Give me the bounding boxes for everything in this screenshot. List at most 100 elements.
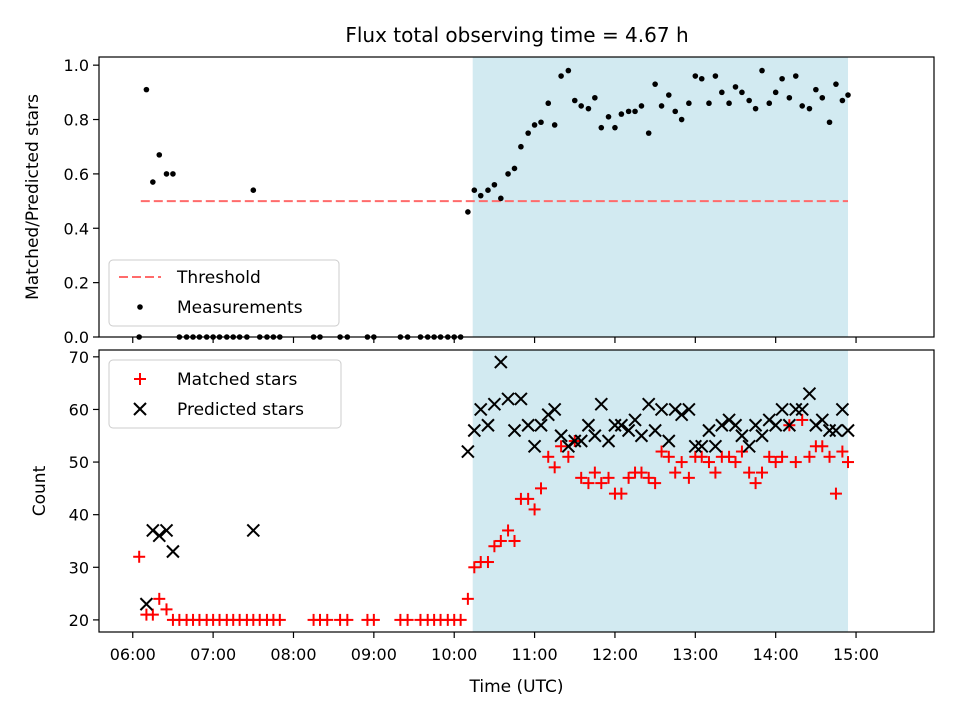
matched-star-point	[803, 450, 816, 463]
cross-stroke-b	[614, 418, 629, 432]
bottom-x-tick-label: 12:00	[592, 645, 638, 664]
predicted-star-point	[835, 402, 850, 417]
measurement-point	[746, 97, 752, 104]
threshold-legend-label: Threshold	[176, 268, 261, 288]
bottom-legend: Matched stars Predicted stars	[108, 359, 342, 429]
measurement-point	[706, 100, 712, 107]
matched-star-point	[562, 450, 575, 463]
matched-star-point	[756, 466, 769, 479]
matched-star-point	[669, 466, 682, 479]
matched-star-point	[823, 450, 836, 463]
predicted-star-point	[621, 423, 636, 438]
cross-stroke-b	[802, 386, 817, 401]
predicted-star-point	[628, 413, 642, 427]
predicted-star-point	[702, 423, 716, 438]
cross-stroke-b	[594, 397, 608, 411]
measurement-point	[772, 89, 779, 96]
measurement-point	[806, 105, 813, 112]
measurement-point	[665, 92, 672, 98]
predicted-star-point	[588, 429, 602, 443]
predicted-star-point	[614, 418, 629, 432]
cross-stroke-b	[735, 429, 749, 443]
matched-star-point	[273, 613, 286, 626]
top-y-tick-label: 0.0	[64, 328, 89, 347]
matched-star-point	[642, 471, 655, 484]
cross-stroke-b	[728, 418, 743, 432]
matched-star-point	[401, 613, 414, 626]
measurement-point	[538, 119, 544, 126]
matched-star-point	[649, 477, 662, 490]
matched-stars-legend-swatch	[134, 373, 146, 385]
measurement-point	[565, 67, 572, 74]
matched-star-point	[588, 466, 601, 479]
predicted-star-point	[139, 597, 154, 611]
predicted-star-point	[829, 423, 843, 438]
measurement-point	[585, 105, 592, 112]
predicted-star-point	[841, 423, 855, 438]
matched-star-point	[502, 524, 515, 537]
matched-star-point	[542, 450, 555, 463]
predicted-star-point	[601, 434, 616, 448]
cross-stroke-b	[534, 418, 548, 432]
measurement-point	[672, 108, 679, 115]
measurement-point	[150, 179, 156, 185]
bottom-y-tick-label: 30	[69, 558, 89, 577]
top-panel: 0.0 0.2 0.4 0.6 0.8 1.0 Matched/Predicted sta…	[23, 56, 935, 347]
cross-stroke-b	[521, 418, 535, 432]
matched-star-point	[582, 477, 595, 490]
measurement-point	[511, 165, 518, 172]
measurement-point	[726, 100, 732, 107]
cross-stroke-b	[641, 397, 656, 411]
matched-star-point	[796, 413, 809, 426]
measurement-point	[833, 81, 839, 87]
measurement-point	[471, 187, 478, 194]
matched-star-point	[461, 592, 474, 605]
cross-stroke-b	[768, 418, 783, 432]
predicted-star-point	[474, 402, 488, 417]
measurement-point	[485, 187, 491, 194]
predicted-star-point	[166, 544, 180, 559]
measurement-point	[792, 73, 799, 79]
matched-star-point	[488, 540, 501, 553]
measurement-point	[578, 103, 584, 109]
measurement-point	[605, 114, 612, 120]
cross-stroke-b	[133, 402, 147, 416]
bottom-x-axis-ticks: 06:00 07:00 08:00 09:00 10:00 11:00 12:00 13:00…	[110, 632, 879, 664]
measurement-point	[558, 73, 564, 79]
bottom-y-tick-label: 40	[69, 506, 89, 525]
matched-star-point	[635, 466, 648, 479]
cross-stroke-b	[648, 423, 662, 438]
top-x-axis-ticks	[132, 337, 857, 343]
predicted-star-point	[487, 397, 502, 411]
measurement-point	[692, 73, 699, 79]
matched-star-point	[829, 487, 842, 500]
predicted-star-point	[728, 418, 743, 432]
measurement-point	[498, 195, 504, 202]
top-measurements-points	[136, 67, 851, 340]
matched-star-point	[709, 466, 722, 479]
measurement-point	[618, 111, 625, 117]
measurement-point	[491, 181, 498, 188]
matched-star-point	[763, 450, 776, 463]
cross-stroke-b	[554, 429, 568, 443]
measurements-legend-swatch	[137, 304, 143, 310]
predicted-star-point	[822, 423, 837, 438]
cross-stroke-b	[568, 434, 582, 448]
predicted-star-point	[662, 434, 676, 448]
measurement-point	[531, 122, 538, 128]
measurement-point	[779, 75, 785, 82]
measurement-point	[612, 124, 618, 131]
measurement-point	[156, 152, 163, 158]
matched-star-point	[695, 450, 708, 463]
cross-stroke-b	[708, 439, 723, 453]
top-y-tick-label: 0.6	[64, 165, 89, 184]
predicted-star-point	[682, 402, 696, 417]
matched-star-point	[535, 482, 548, 495]
measurement-point	[465, 209, 471, 215]
predicted-star-point	[608, 418, 622, 432]
predicted-star-point	[789, 402, 803, 417]
matched-star-point	[133, 550, 146, 563]
measurement-point	[250, 187, 257, 194]
cross-stroke-b	[795, 402, 809, 417]
measurement-point	[819, 94, 826, 101]
